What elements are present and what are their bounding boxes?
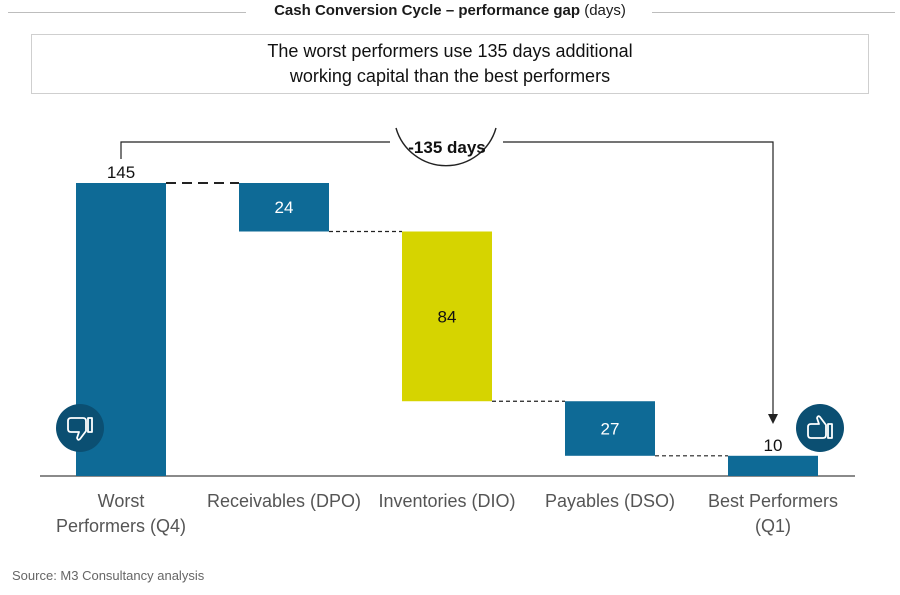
callout-box: The worst performers use 135 days additi…: [31, 34, 869, 94]
category-label: Worst: [98, 491, 145, 511]
data-label: 84: [438, 307, 457, 326]
chart-title: Cash Conversion Cycle – performance gap …: [0, 2, 900, 19]
chart-title-unit: (days): [584, 2, 626, 19]
icon-circle: [796, 404, 844, 452]
category-label: (Q1): [755, 516, 791, 536]
icon-glyph: [807, 415, 833, 439]
source-note: Source: M3 Consultancy analysis: [12, 568, 205, 583]
bar: [565, 401, 655, 456]
gap-label: -135 days: [408, 138, 486, 157]
bar: [728, 455, 818, 476]
callout-line-1: The worst performers use 135 days additi…: [267, 41, 633, 61]
category-label: Inventories (DIO): [378, 491, 515, 511]
data-label: 24: [275, 198, 294, 217]
chart-title-main: Cash Conversion Cycle – performance gap: [274, 2, 581, 19]
category-label: Receivables (DPO): [207, 491, 361, 511]
chart-title-row: Cash Conversion Cycle – performance gap …: [0, 0, 900, 26]
thumbs-up-icon: [796, 404, 844, 452]
thumbs-down-icon: [56, 404, 104, 452]
icon-glyph: [67, 417, 93, 441]
category-label: Performers (Q4): [56, 516, 186, 536]
gap-bracket-left: [120, 141, 390, 159]
title-rule-right: [652, 12, 895, 13]
gap-arc: [395, 127, 497, 167]
gap-bracket-right: [503, 141, 774, 416]
bar: [402, 231, 492, 402]
category-label: Payables (DSO): [545, 491, 675, 511]
gap-arrowhead: [768, 414, 778, 424]
icon-circle: [56, 404, 104, 452]
data-label: 27: [601, 420, 620, 439]
category-label: Best Performers: [708, 491, 838, 511]
title-rule-left: [8, 12, 246, 13]
data-label: 145: [107, 163, 135, 182]
callout-line-2: working capital than the best performers: [289, 66, 611, 86]
waterfall-chart: 145 Worst Performers (Q4) 24 Receivables (DP…: [40, 127, 855, 536]
bar: [239, 183, 329, 232]
data-label: 10: [764, 436, 783, 455]
